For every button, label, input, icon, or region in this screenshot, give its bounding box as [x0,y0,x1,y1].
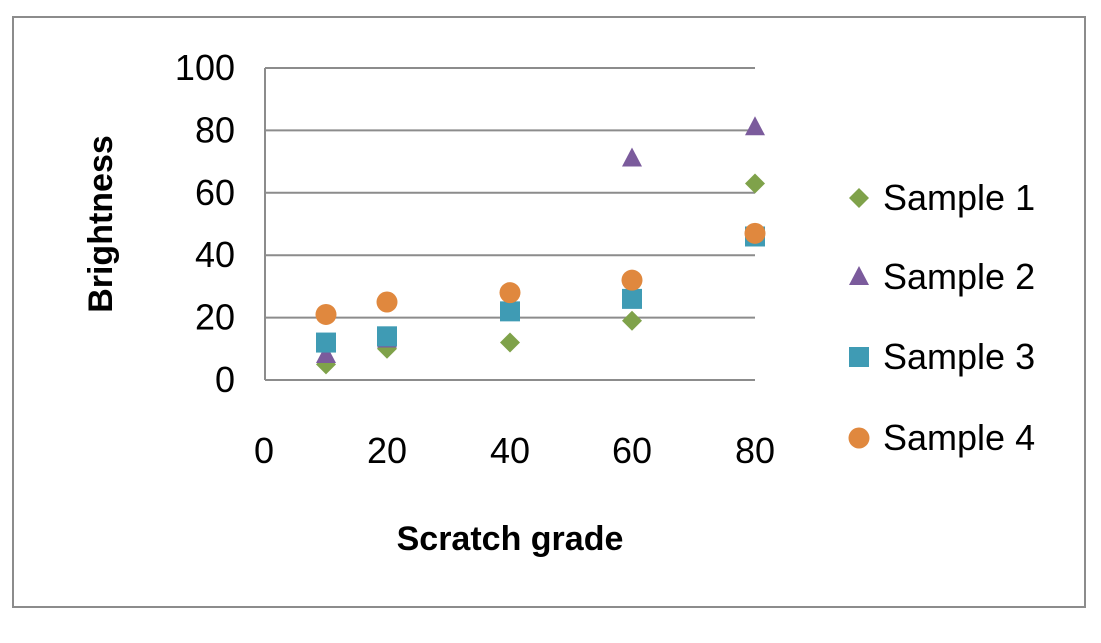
legend-marker-sample-1 [849,188,869,208]
y-tick-label-40: 40 [195,234,235,275]
y-axis-title: Brightness [82,135,120,313]
legend-label-sample-1: Sample 1 [883,177,1035,218]
legend-label-sample-2: Sample 2 [883,256,1035,297]
legend-marker-sample-2 [849,266,869,285]
legend-marker-sample-3 [849,347,869,367]
point-sample-2-80 [745,116,765,136]
point-sample-2-60 [622,147,642,167]
point-sample-3-60 [622,288,642,309]
x-tick-label-80: 80 [735,430,775,471]
y-tick-label-20: 20 [195,297,235,338]
point-sample-3-20 [377,326,397,347]
y-tick-label-60: 60 [195,172,235,213]
x-tick-label-0: 0 [254,430,274,471]
point-sample-4-20 [376,291,398,313]
scatter-chart: 0 20 40 60 80 100 0 20 40 60 80 Scratch grade Bright… [82,47,1035,558]
x-axis-title: Scratch grade [397,520,624,558]
chart-frame: 0 20 40 60 80 100 0 20 40 60 80 Scratch grade Bright… [12,16,1086,608]
legend-label-sample-4: Sample 4 [883,417,1035,458]
y-tick-label-80: 80 [195,109,235,150]
point-sample-4-60 [621,269,643,291]
point-sample-4-10 [315,303,337,325]
point-sample-2-10 [316,344,336,364]
legend-marker-sample-4 [848,427,870,449]
y-tick-label-0: 0 [215,359,235,400]
point-sample-4-40 [499,282,521,304]
legend-label-sample-3: Sample 3 [883,336,1035,377]
point-sample-3-10 [316,332,336,353]
y-tick-label-100: 100 [175,47,235,88]
point-sample-1-40 [500,332,520,353]
point-sample-3-40 [500,301,520,322]
point-sample-4-80 [744,222,766,244]
point-sample-1-60 [622,310,642,331]
point-sample-1-80 [745,173,765,194]
x-tick-label-40: 40 [490,430,530,471]
x-tick-label-60: 60 [612,430,652,471]
x-tick-label-20: 20 [367,430,407,471]
